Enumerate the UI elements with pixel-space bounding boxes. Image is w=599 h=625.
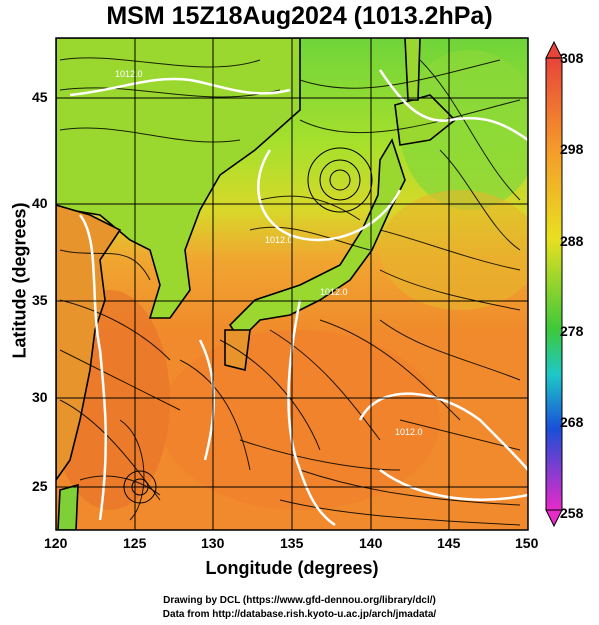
- isobars: [69, 69, 528, 527]
- x-axis-label: Longitude (degrees): [205, 558, 379, 578]
- contour-label: 1012.0: [395, 427, 423, 437]
- colorbar-bar: [545, 57, 563, 511]
- y-tick-30: 30: [32, 389, 48, 405]
- x-tick-130: 130: [201, 535, 225, 551]
- colorbar-tick-268: 268: [560, 414, 584, 430]
- credit-drawing: Drawing by DCL (https://www.gfd-dennou.o…: [163, 595, 436, 606]
- y-tick-25: 25: [32, 478, 48, 494]
- colorbar: [545, 40, 563, 528]
- x-tick-135: 135: [280, 535, 304, 551]
- x-tick-145: 145: [437, 535, 461, 551]
- map-title: MSM 15Z18Aug2024 (1013.2hPa): [106, 2, 493, 30]
- colorbar-tick-298: 298: [560, 141, 584, 157]
- x-tick-140: 140: [359, 535, 383, 551]
- y-tick-40: 40: [32, 195, 48, 211]
- plot-frame: [55, 37, 529, 531]
- wind-streamlines: [59, 57, 521, 526]
- coastlines: [56, 38, 457, 530]
- colorbar-tick-308: 308: [560, 50, 584, 66]
- colorbar-tick-278: 278: [560, 323, 584, 339]
- x-tick-120: 120: [44, 535, 68, 551]
- y-tick-35: 35: [32, 292, 48, 308]
- x-tick-150: 150: [515, 535, 539, 551]
- vortex-north: [307, 147, 373, 213]
- y-axis-label: Latitude (degrees): [9, 202, 30, 359]
- contour-labels: 1012.0 1012.0 1012.0 1012.0: [115, 69, 423, 437]
- contour-label: 1012.0: [265, 235, 293, 245]
- contour-label: 1012.0: [115, 69, 143, 79]
- colorbar-tick-288: 288: [560, 233, 584, 249]
- y-tick-45: 45: [32, 89, 48, 105]
- colorbar-tick-258: 258: [560, 505, 584, 521]
- credit-data: Data from http://database.rish.kyoto-u.a…: [162, 609, 437, 620]
- colorbar-bottom-arrow: [545, 509, 563, 528]
- contour-label: 1012.0: [320, 287, 348, 297]
- x-tick-125: 125: [123, 535, 147, 551]
- grid-lines: [56, 38, 528, 530]
